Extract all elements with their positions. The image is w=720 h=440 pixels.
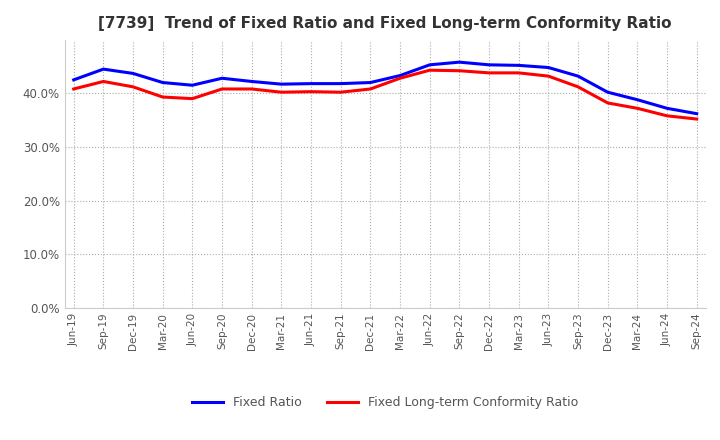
- Fixed Ratio: [514, 63, 523, 68]
- Fixed Long-term Conformity Ratio: [188, 96, 197, 101]
- Fixed Ratio: [217, 76, 226, 81]
- Fixed Long-term Conformity Ratio: [307, 89, 315, 94]
- Fixed Ratio: [544, 65, 553, 70]
- Fixed Ratio: [336, 81, 345, 86]
- Fixed Long-term Conformity Ratio: [366, 86, 374, 92]
- Fixed Long-term Conformity Ratio: [217, 86, 226, 92]
- Fixed Long-term Conformity Ratio: [603, 100, 612, 106]
- Fixed Ratio: [662, 106, 671, 111]
- Fixed Long-term Conformity Ratio: [633, 106, 642, 111]
- Fixed Long-term Conformity Ratio: [336, 90, 345, 95]
- Fixed Long-term Conformity Ratio: [69, 86, 78, 92]
- Fixed Ratio: [307, 81, 315, 86]
- Fixed Long-term Conformity Ratio: [514, 70, 523, 76]
- Fixed Ratio: [129, 71, 138, 76]
- Fixed Long-term Conformity Ratio: [662, 113, 671, 118]
- Fixed Ratio: [188, 83, 197, 88]
- Fixed Ratio: [248, 79, 256, 84]
- Fixed Long-term Conformity Ratio: [485, 70, 493, 76]
- Title: [7739]  Trend of Fixed Ratio and Fixed Long-term Conformity Ratio: [7739] Trend of Fixed Ratio and Fixed Lo…: [99, 16, 672, 32]
- Fixed Ratio: [455, 59, 464, 65]
- Fixed Ratio: [426, 62, 434, 67]
- Fixed Long-term Conformity Ratio: [99, 79, 108, 84]
- Fixed Ratio: [574, 73, 582, 79]
- Fixed Long-term Conformity Ratio: [129, 84, 138, 89]
- Fixed Ratio: [603, 90, 612, 95]
- Fixed Long-term Conformity Ratio: [426, 68, 434, 73]
- Fixed Long-term Conformity Ratio: [277, 90, 286, 95]
- Fixed Long-term Conformity Ratio: [693, 117, 701, 122]
- Fixed Ratio: [485, 62, 493, 67]
- Fixed Ratio: [69, 77, 78, 82]
- Fixed Ratio: [158, 80, 167, 85]
- Fixed Long-term Conformity Ratio: [455, 68, 464, 73]
- Fixed Long-term Conformity Ratio: [248, 86, 256, 92]
- Fixed Long-term Conformity Ratio: [158, 95, 167, 100]
- Fixed Long-term Conformity Ratio: [574, 84, 582, 89]
- Fixed Ratio: [99, 66, 108, 72]
- Fixed Ratio: [633, 97, 642, 103]
- Fixed Ratio: [396, 73, 405, 78]
- Fixed Ratio: [277, 81, 286, 87]
- Fixed Ratio: [366, 80, 374, 85]
- Fixed Long-term Conformity Ratio: [544, 73, 553, 79]
- Legend: Fixed Ratio, Fixed Long-term Conformity Ratio: Fixed Ratio, Fixed Long-term Conformity …: [187, 392, 583, 414]
- Line: Fixed Ratio: Fixed Ratio: [73, 62, 697, 114]
- Fixed Long-term Conformity Ratio: [396, 76, 405, 81]
- Fixed Ratio: [693, 111, 701, 116]
- Line: Fixed Long-term Conformity Ratio: Fixed Long-term Conformity Ratio: [73, 70, 697, 119]
